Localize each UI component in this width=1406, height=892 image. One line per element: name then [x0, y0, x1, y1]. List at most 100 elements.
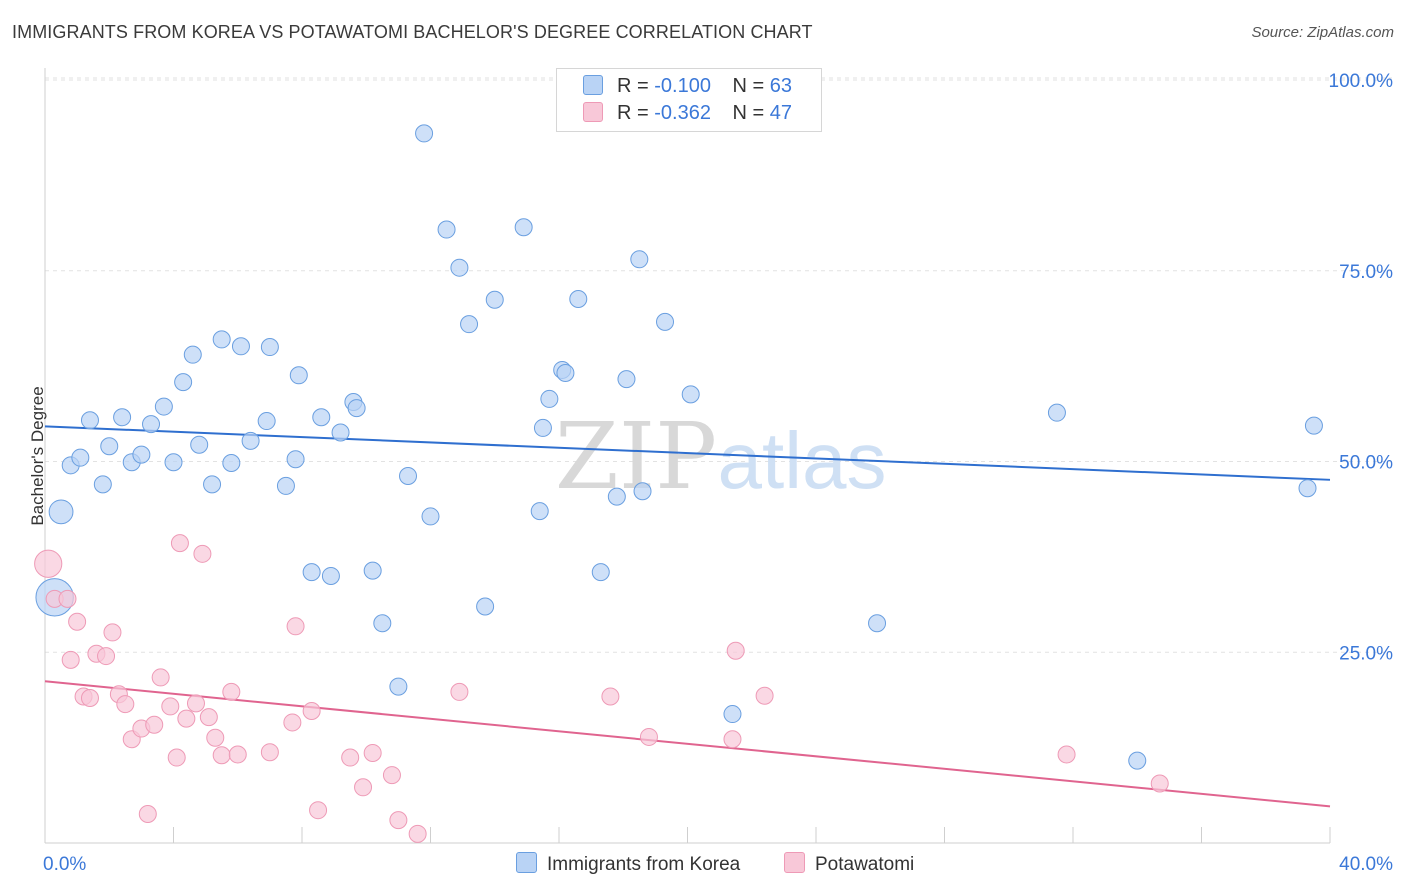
potawatomi-point: [341, 748, 360, 767]
korea-point: [373, 614, 392, 633]
series-swatch-korea: [516, 852, 537, 873]
korea-point: [437, 220, 456, 239]
data-points: [34, 124, 1323, 843]
korea-point: [1047, 403, 1066, 422]
gridlines: [45, 77, 1392, 653]
potawatomi-point: [186, 694, 205, 713]
potawatomi-point: [309, 801, 328, 820]
korea-point: [450, 258, 469, 277]
korea-point: [257, 412, 276, 431]
korea-point: [389, 677, 408, 696]
series-legend-korea[interactable]: Immigrants from Korea: [516, 852, 740, 876]
legend-n-value: 63: [769, 75, 793, 97]
korea-point: [540, 389, 559, 408]
potawatomi-point: [212, 746, 231, 765]
korea-point: [476, 597, 495, 616]
korea-point: [630, 250, 649, 269]
korea-point: [617, 370, 636, 389]
potawatomi-point: [199, 708, 218, 727]
potawatomi-point: [161, 697, 180, 716]
legend-r-label: R =: [617, 102, 649, 124]
potawatomi-point: [1057, 745, 1076, 764]
legend-n-label: N =: [732, 75, 765, 97]
potawatomi-point: [1150, 774, 1169, 793]
potawatomi-point: [222, 682, 241, 701]
series-legend-potawatomi[interactable]: Potawatomi: [784, 852, 914, 876]
trend-lines: [44, 425, 1331, 808]
korea-trend-line: [44, 425, 1331, 481]
potawatomi-point: [723, 730, 742, 749]
potawatomi-trend-line: [44, 680, 1331, 808]
potawatomi-point: [286, 617, 305, 636]
potawatomi-point: [97, 647, 116, 666]
korea-point: [1304, 416, 1323, 435]
potawatomi-point: [755, 686, 774, 705]
axes: [44, 68, 1331, 844]
legend-swatch-potawatomi: [583, 102, 603, 122]
korea-point: [212, 330, 231, 349]
tick-labels: 25.0% 50.0% 75.0% 100.0% 0.0% 40.0%: [43, 71, 1393, 875]
korea-point: [723, 705, 742, 724]
legend-row-potawatomi: R = -0.362 N = 47: [583, 102, 792, 126]
korea-point: [302, 563, 321, 582]
potawatomi-point: [177, 709, 196, 728]
legend-r-value: -0.100: [654, 75, 711, 97]
korea-point: [347, 399, 366, 418]
korea-point: [93, 475, 112, 494]
potawatomi-point: [228, 745, 247, 764]
potawatomi-point: [61, 650, 80, 669]
series-legend: Immigrants from Korea Potawatomi: [0, 852, 1406, 876]
x-tick-label: 40.0%: [1339, 854, 1393, 875]
korea-point: [183, 345, 202, 364]
watermark: ZIP atlas: [555, 403, 887, 510]
korea-point: [591, 563, 610, 582]
korea-point: [485, 290, 504, 309]
korea-point: [1128, 751, 1147, 770]
legend-swatch-korea: [583, 75, 603, 95]
potawatomi-point: [80, 689, 99, 708]
potawatomi-point: [389, 811, 408, 830]
chart-title: IMMIGRANTS FROM KOREA VS POTAWATOMI BACH…: [12, 22, 813, 42]
korea-point: [142, 415, 161, 434]
potawatomi-point: [601, 687, 620, 706]
potawatomi-point: [170, 534, 189, 553]
potawatomi-point: [58, 589, 77, 608]
korea-point: [190, 435, 209, 454]
y-axis-label: Bachelor's Degree: [28, 386, 47, 526]
potawatomi-point: [34, 549, 63, 578]
potawatomi-point: [138, 805, 157, 824]
potawatomi-point: [103, 623, 122, 642]
potawatomi-point: [145, 715, 164, 734]
korea-point: [363, 561, 382, 580]
potawatomi-point: [382, 766, 401, 785]
korea-point: [569, 289, 588, 308]
potawatomi-point: [354, 778, 373, 797]
legend-r-value: -0.362: [654, 102, 711, 124]
korea-point: [514, 218, 533, 237]
y-tick-label: 75.0%: [1339, 262, 1393, 283]
legend-n-value: 47: [769, 102, 793, 124]
korea-point: [71, 448, 90, 467]
potawatomi-point: [363, 743, 382, 762]
korea-point: [231, 337, 250, 356]
korea-point: [656, 312, 675, 331]
source-label: Source: ZipAtlas.com: [1251, 24, 1394, 41]
korea-point: [681, 385, 700, 404]
korea-point: [530, 502, 549, 521]
korea-point: [260, 338, 279, 357]
potawatomi-point: [116, 695, 135, 714]
series-legend-label: Immigrants from Korea: [547, 854, 741, 875]
correlation-legend: R = -0.100 N = 63 R = -0.362 N = 47: [556, 68, 822, 132]
series-legend-label: Potawatomi: [815, 854, 915, 875]
legend-r-label: R =: [617, 75, 649, 97]
korea-point: [48, 499, 74, 525]
potawatomi-point: [193, 544, 212, 563]
korea-point: [460, 315, 479, 334]
korea-point: [80, 411, 99, 430]
potawatomi-point: [408, 824, 427, 843]
korea-point: [132, 445, 151, 464]
potawatomi-point: [726, 641, 745, 660]
korea-point: [174, 373, 193, 392]
korea-point: [154, 397, 173, 416]
